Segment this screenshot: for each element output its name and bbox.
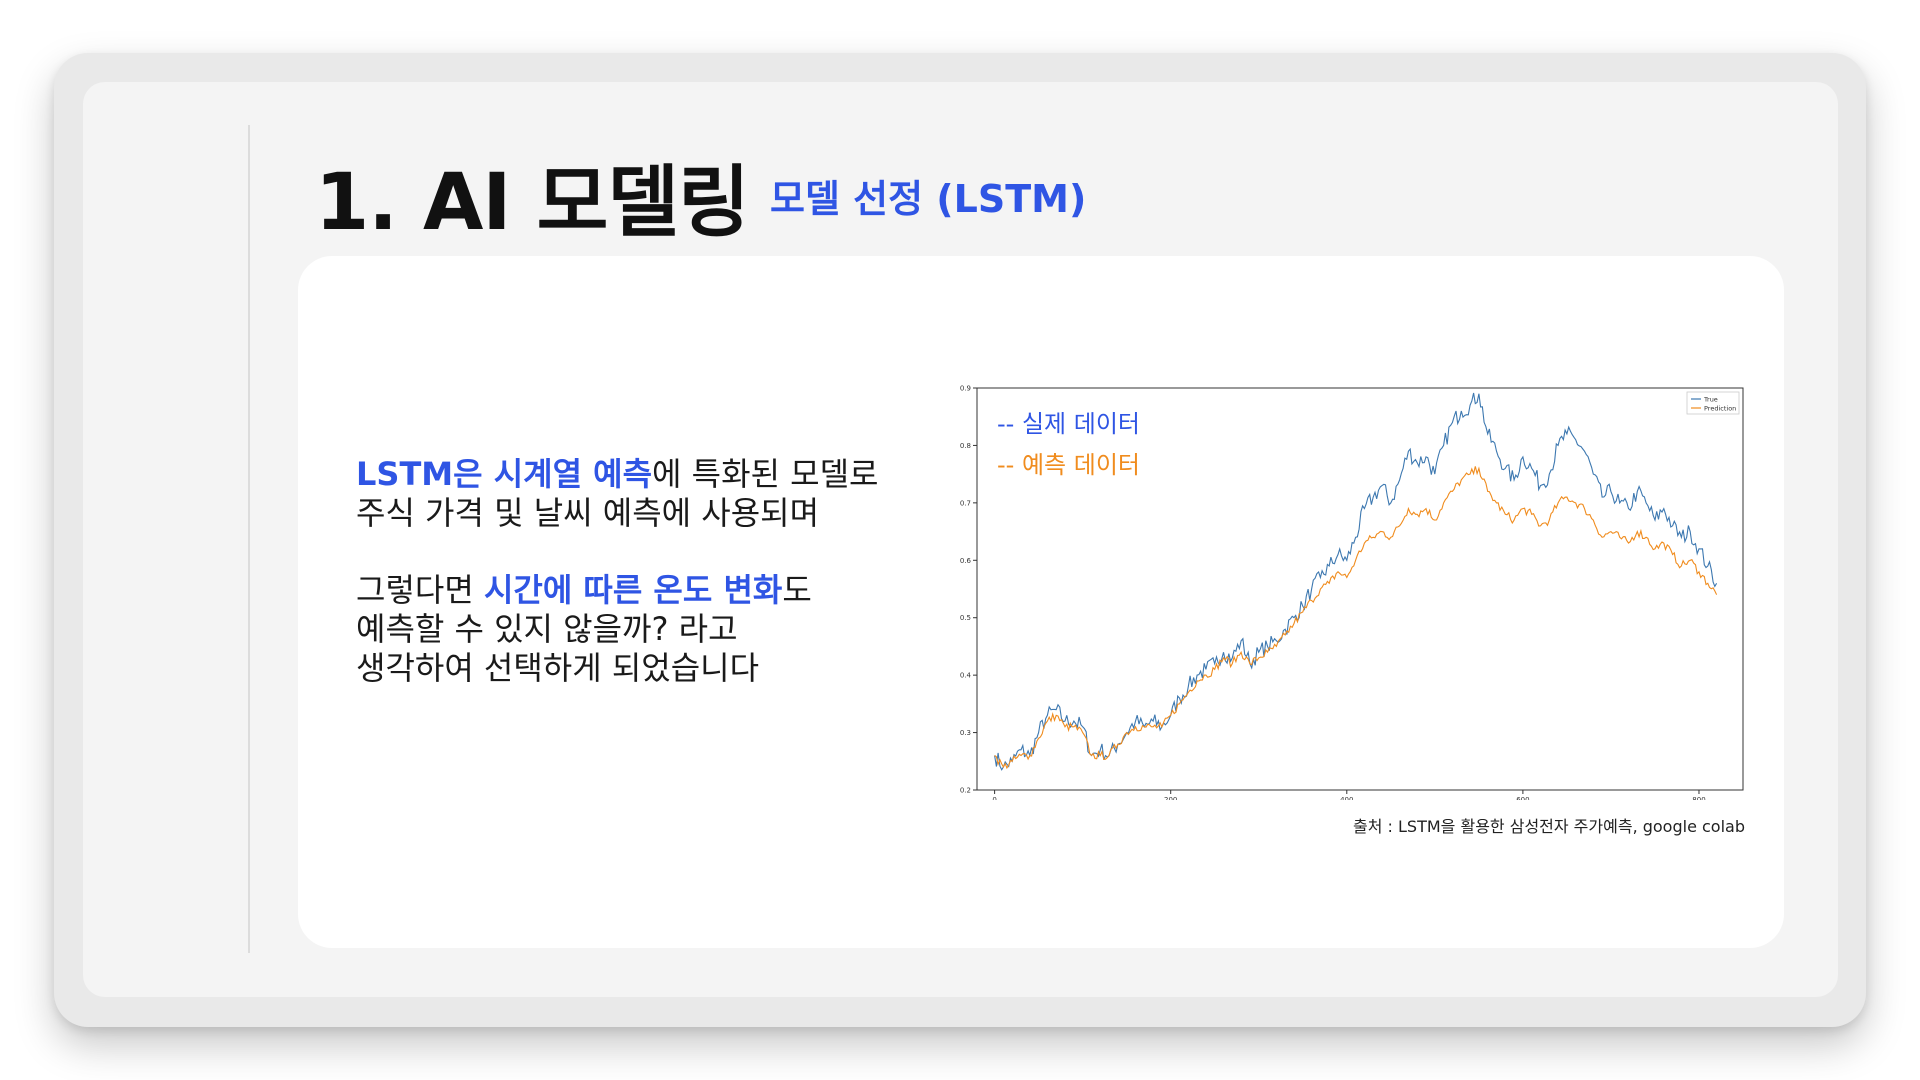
body-line-3-pre: 그렇다면 bbox=[356, 571, 484, 609]
x-tick-label: 0 bbox=[992, 796, 996, 800]
x-tick-label: 800 bbox=[1692, 796, 1705, 800]
y-tick-label: 0.9 bbox=[960, 385, 971, 393]
line-chart: 0 200 400 600 800 0.2 0.3 0.4 0.5 0.6 0.7 0.8 0.9 Tru… bbox=[960, 385, 1744, 804]
slide-subtitle: 모델 선정 (LSTM) bbox=[770, 177, 1087, 221]
x-tick-label: 200 bbox=[1164, 796, 1177, 800]
y-tick-label: 0.8 bbox=[960, 442, 971, 450]
body-text: LSTM은 시계열 예측에 특화된 모델로 주식 가격 및 날씨 예측에 사용되… bbox=[356, 455, 916, 688]
y-tick-label: 0.7 bbox=[960, 499, 971, 507]
y-tick-label: 0.2 bbox=[960, 787, 971, 795]
y-tick-label: 0.5 bbox=[960, 614, 971, 622]
series-line-true bbox=[994, 392, 1718, 771]
y-tick-label: 0.6 bbox=[960, 557, 972, 565]
overlay-legend-prediction: -- 예측 데이터 bbox=[997, 451, 1140, 479]
legend-label: True bbox=[1703, 396, 1718, 404]
slide-divider bbox=[248, 125, 250, 953]
body-line-1: LSTM은 시계열 예측에 특화된 모델로 bbox=[356, 455, 916, 494]
y-tick-label: 0.4 bbox=[960, 672, 972, 680]
source-caption: 출처 : LSTM을 활용한 삼성전자 주가예측, google colab bbox=[1353, 817, 1745, 836]
x-tick-label: 600 bbox=[1516, 796, 1529, 800]
body-line-4: 예측할 수 있지 않을까? 라고 bbox=[356, 610, 738, 648]
slide-title: 1. AI 모델링 bbox=[315, 158, 750, 248]
body-line-3: 그렇다면 시간에 따른 온도 변화도 bbox=[356, 571, 916, 610]
highlight-lstm: LSTM은 시계열 예측 bbox=[356, 455, 653, 493]
plot-area bbox=[976, 387, 1744, 791]
series-line-prediction bbox=[994, 466, 1718, 770]
y-tick-label: 0.3 bbox=[960, 729, 971, 737]
legend-label: Prediction bbox=[1704, 405, 1736, 413]
x-tick-label: 400 bbox=[1340, 796, 1353, 800]
overlay-legend-true: -- 실제 데이터 bbox=[997, 410, 1140, 438]
body-line-1-rest: 에 특화된 모델로 bbox=[652, 455, 879, 493]
body-line-5: 생각하여 선택하게 되었습니다 bbox=[356, 649, 760, 687]
body-line-2: 주식 가격 및 날씨 예측에 사용되며 bbox=[356, 494, 820, 532]
paragraph-gap bbox=[356, 533, 916, 571]
chart-container: 0 200 400 600 800 0.2 0.3 0.4 0.5 0.6 0.7 0.8 0.9 Tru… bbox=[950, 380, 1750, 804]
highlight-temperature: 시간에 따른 온도 변화 bbox=[483, 571, 783, 609]
body-line-3-post: 도 bbox=[782, 571, 812, 609]
